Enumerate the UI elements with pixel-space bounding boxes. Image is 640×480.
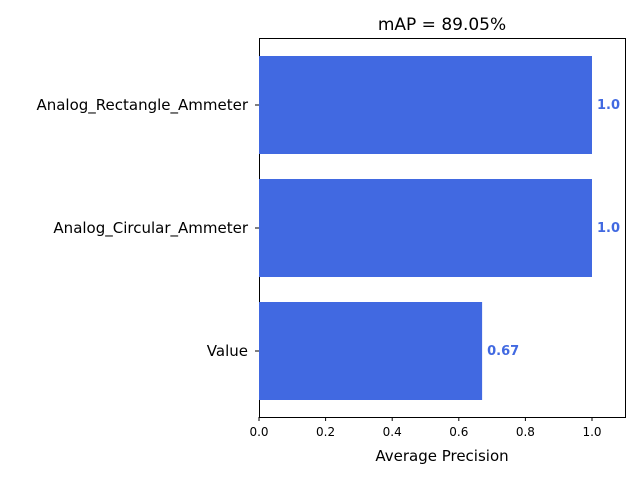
bars bbox=[259, 56, 592, 400]
x-tick-label: 1.0 bbox=[582, 425, 601, 439]
value-labels: 1.0 1.0 0.67 bbox=[487, 98, 620, 359]
value-label-analog-circular-ammeter: 1.0 bbox=[597, 221, 620, 236]
value-label-value: 0.67 bbox=[487, 344, 519, 359]
x-tick-label: 0.0 bbox=[249, 425, 268, 439]
category-labels: Analog_Rectangle_Ammeter Analog_Circular_… bbox=[36, 96, 259, 360]
bar-value bbox=[259, 302, 483, 400]
bar-analog-circular-ammeter bbox=[259, 179, 592, 277]
x-tick-label: 0.4 bbox=[383, 425, 402, 439]
x-axis-label: Average Precision bbox=[375, 447, 508, 465]
x-ticks: 0.0 0.2 0.4 0.6 0.8 1.0 bbox=[249, 417, 602, 439]
value-label-analog-rectangle-ammeter: 1.0 bbox=[597, 98, 620, 113]
x-tick-label: 0.6 bbox=[449, 425, 468, 439]
chart-title: mAP = 89.05% bbox=[378, 15, 506, 35]
x-tick-label: 0.8 bbox=[516, 425, 535, 439]
bar-analog-rectangle-ammeter bbox=[259, 56, 592, 154]
category-label-analog-circular-ammeter: Analog_Circular_Ammeter bbox=[53, 219, 248, 238]
category-label-analog-rectangle-ammeter: Analog_Rectangle_Ammeter bbox=[36, 96, 248, 115]
category-label-value: Value bbox=[207, 342, 248, 360]
x-tick-label: 0.2 bbox=[316, 425, 335, 439]
